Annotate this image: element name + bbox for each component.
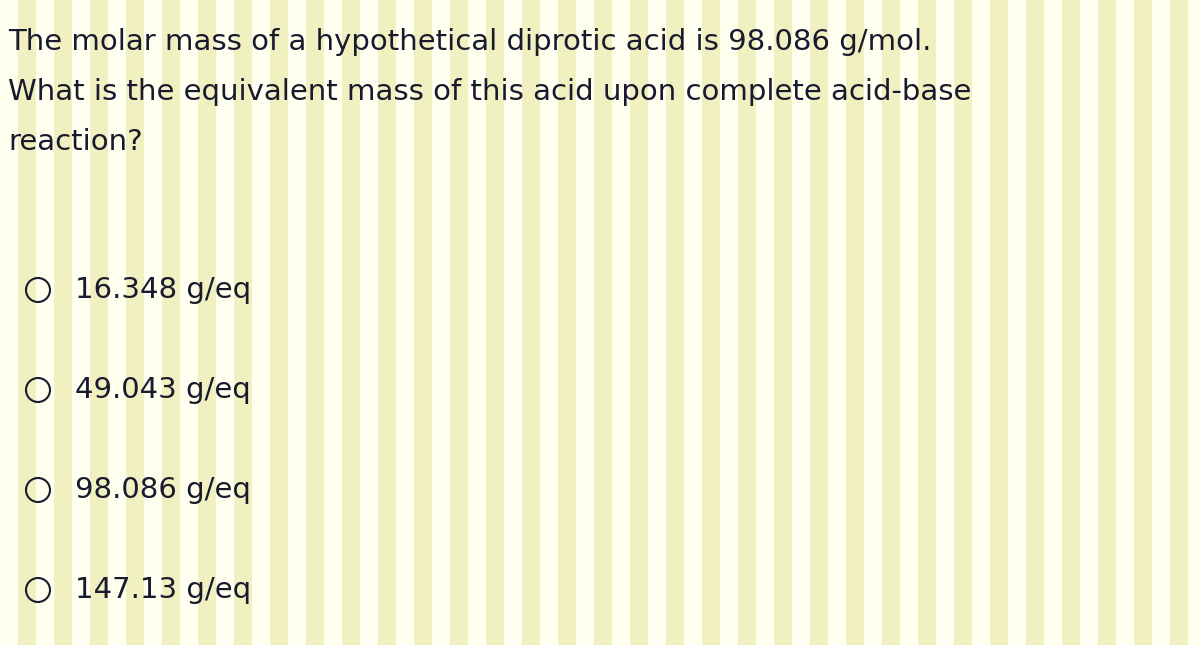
Bar — [954, 0, 972, 645]
Bar — [468, 0, 486, 645]
Bar — [522, 0, 540, 645]
Bar — [378, 0, 396, 645]
Bar — [684, 0, 702, 645]
Bar — [0, 0, 18, 645]
Bar — [900, 0, 918, 645]
Bar — [1170, 0, 1188, 645]
Bar — [90, 0, 108, 645]
Bar — [1116, 0, 1134, 645]
Text: 147.13 g/eq: 147.13 g/eq — [74, 576, 251, 604]
Bar — [486, 0, 504, 645]
Bar — [180, 0, 198, 645]
Bar — [576, 0, 594, 645]
Text: reaction?: reaction? — [8, 128, 143, 156]
Bar — [972, 0, 990, 645]
Bar — [54, 0, 72, 645]
Bar — [594, 0, 612, 645]
Bar — [396, 0, 414, 645]
Bar — [1026, 0, 1044, 645]
Bar — [288, 0, 306, 645]
Text: The molar mass of a hypothetical diprotic acid is 98.086 g/mol.: The molar mass of a hypothetical diproti… — [8, 28, 931, 56]
Bar — [738, 0, 756, 645]
Bar — [306, 0, 324, 645]
Bar — [810, 0, 828, 645]
Bar — [72, 0, 90, 645]
Text: 98.086 g/eq: 98.086 g/eq — [74, 476, 251, 504]
Bar — [702, 0, 720, 645]
Bar — [918, 0, 936, 645]
Bar — [144, 0, 162, 645]
Bar — [450, 0, 468, 645]
Bar — [1134, 0, 1152, 645]
Bar — [648, 0, 666, 645]
Bar — [828, 0, 846, 645]
Bar — [630, 0, 648, 645]
Bar — [864, 0, 882, 645]
Bar — [756, 0, 774, 645]
Bar — [1080, 0, 1098, 645]
Bar — [1188, 0, 1200, 645]
Bar — [936, 0, 954, 645]
Bar — [792, 0, 810, 645]
Bar — [162, 0, 180, 645]
Bar — [504, 0, 522, 645]
Bar — [252, 0, 270, 645]
Bar — [270, 0, 288, 645]
Bar — [432, 0, 450, 645]
Bar — [846, 0, 864, 645]
Bar — [774, 0, 792, 645]
Bar — [1152, 0, 1170, 645]
Bar — [1062, 0, 1080, 645]
Bar — [18, 0, 36, 645]
Bar — [342, 0, 360, 645]
Bar — [990, 0, 1008, 645]
Bar — [882, 0, 900, 645]
Bar — [414, 0, 432, 645]
Bar — [540, 0, 558, 645]
Bar — [612, 0, 630, 645]
Text: 49.043 g/eq: 49.043 g/eq — [74, 376, 251, 404]
Bar — [360, 0, 378, 645]
Text: 16.348 g/eq: 16.348 g/eq — [74, 276, 251, 304]
Text: What is the equivalent mass of this acid upon complete acid-base: What is the equivalent mass of this acid… — [8, 78, 971, 106]
Bar — [108, 0, 126, 645]
Bar — [558, 0, 576, 645]
Bar — [234, 0, 252, 645]
Bar — [324, 0, 342, 645]
Bar — [1098, 0, 1116, 645]
Bar — [216, 0, 234, 645]
Bar — [36, 0, 54, 645]
Bar — [1008, 0, 1026, 645]
Bar — [126, 0, 144, 645]
Bar — [666, 0, 684, 645]
Bar — [198, 0, 216, 645]
Bar — [1044, 0, 1062, 645]
Bar — [720, 0, 738, 645]
